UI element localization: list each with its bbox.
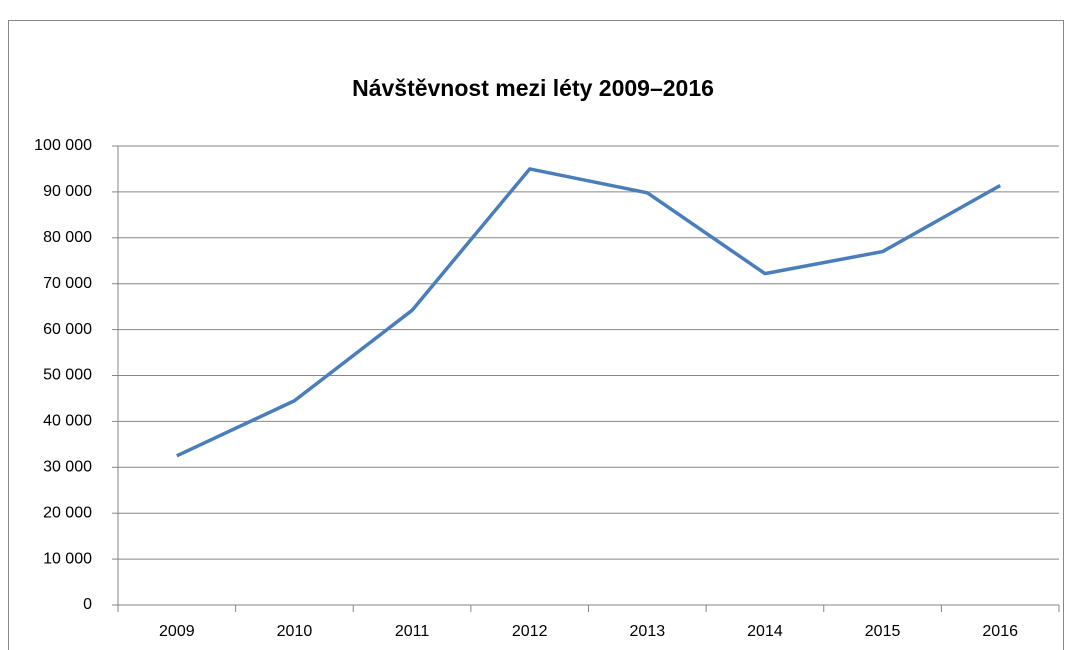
chart-title: Návštěvnost mezi léty 2009–2016	[352, 75, 714, 101]
y-tick-label: 90 000	[43, 183, 92, 200]
y-tick-label: 40 000	[43, 413, 92, 430]
y-tick-label: 100 000	[34, 137, 92, 154]
y-tick-label: 0	[83, 596, 92, 613]
y-tick-label: 50 000	[43, 367, 92, 384]
data-line	[176, 167, 1002, 458]
y-tick-label: 20 000	[43, 504, 92, 521]
x-tick-label: 2015	[865, 623, 901, 640]
y-tick-label: 80 000	[43, 229, 92, 246]
x-tick-label: 2010	[277, 623, 313, 640]
x-tick-label: 2009	[159, 623, 195, 640]
y-tick-label: 70 000	[43, 275, 92, 292]
x-tick-label: 2014	[747, 623, 783, 640]
x-tick-label: 2011	[395, 623, 430, 640]
x-tick-label: 2012	[512, 623, 548, 640]
x-tick-label: 2013	[630, 623, 666, 640]
x-tick-label: 2016	[982, 623, 1018, 640]
y-tick-label: 30 000	[43, 459, 92, 476]
y-tick-label: 10 000	[43, 550, 92, 567]
chart-frame	[8, 20, 1064, 650]
y-tick-label: 60 000	[43, 321, 92, 338]
